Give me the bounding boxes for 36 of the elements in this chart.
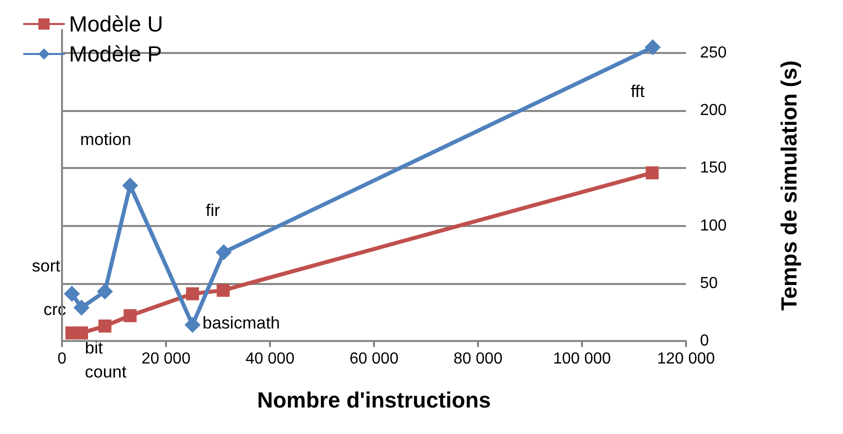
- point: [186, 287, 200, 300]
- y-axis-title: Temps de simulation (s): [776, 60, 802, 311]
- point: [646, 166, 659, 180]
- point: [124, 309, 137, 322]
- x-tick-label: 0: [58, 350, 67, 368]
- point: [98, 320, 112, 333]
- x-tick-label: 100 000: [553, 350, 612, 368]
- y-tick-label: 150: [700, 160, 727, 177]
- x-tick-label: 80 000: [454, 350, 503, 368]
- annotation: motion: [80, 130, 132, 149]
- y-tick-label: 50: [700, 274, 718, 292]
- annotation: basicmath: [202, 313, 280, 332]
- point: [64, 286, 80, 302]
- point: [216, 244, 232, 260]
- annotation: sort: [32, 256, 60, 276]
- x-tick-label: 40 000: [246, 350, 295, 368]
- point: [216, 284, 230, 297]
- annotation: bit count: [84, 338, 127, 382]
- x-tick-label: 60 000: [350, 350, 399, 368]
- y-tick-label: 250: [700, 44, 727, 62]
- y-tick-label: 200: [700, 102, 727, 120]
- point: [644, 39, 661, 56]
- x-tick-label: 20 000: [142, 350, 191, 368]
- annotation: fir: [206, 200, 220, 220]
- point: [96, 283, 113, 300]
- x-tick-label: 120 000: [657, 350, 716, 368]
- annotation: fft: [630, 82, 645, 101]
- y-tick-label: 0: [700, 332, 709, 350]
- legend-label: Modèle U: [69, 12, 164, 36]
- y-tick-label: 100: [700, 217, 727, 234]
- legend-label: Modèle P: [69, 42, 162, 66]
- point: [74, 300, 90, 316]
- x-axis-title: Nombre d'instructions: [257, 388, 491, 412]
- point: [184, 316, 201, 333]
- point: [122, 178, 138, 194]
- point: [75, 326, 88, 340]
